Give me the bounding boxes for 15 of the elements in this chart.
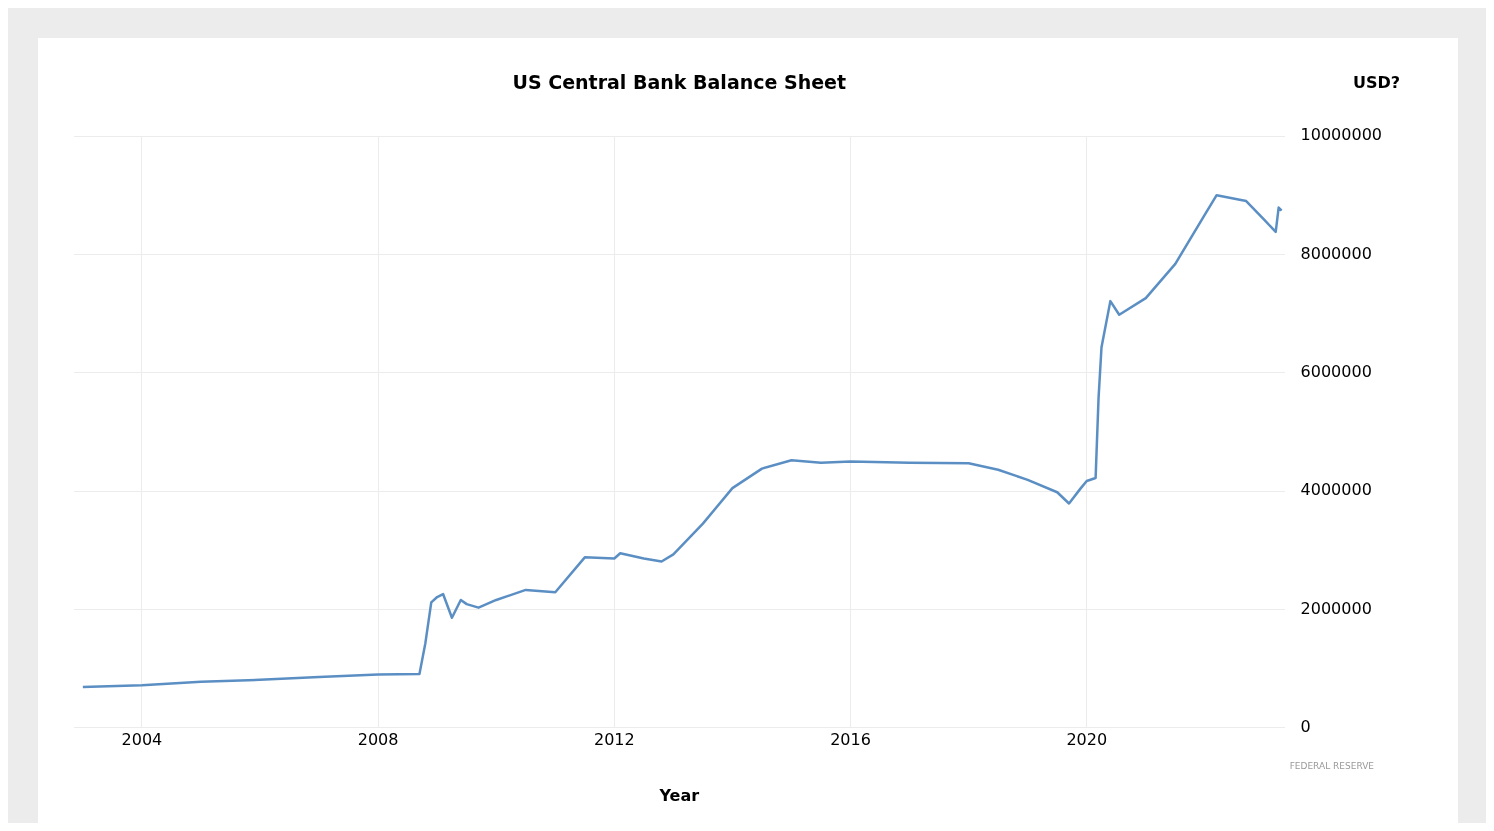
y-tick-label: 6000000 [1300,361,1372,381]
x-tick-label: 2012 [593,729,635,749]
y-axis-title: USD? [1352,73,1400,93]
text: FEDERAL RESERVE [1289,761,1375,772]
x-tick-label: 2020 [1066,729,1108,749]
x-axis-title: Year [658,786,700,806]
x-tick-label: 2008 [357,729,399,749]
y-tick-label: 2000000 [1300,598,1372,618]
y-tick-label: 10000000 [1300,125,1382,145]
x-tick-label: 2004 [121,729,163,749]
x-tick-label: 2016 [830,729,871,749]
chart-title: US Central Bank Balance Sheet [512,70,847,93]
y-tick-label: 4000000 [1300,480,1372,500]
y-tick-label: 0 [1300,716,1311,736]
y-tick-label: 8000000 [1300,243,1372,263]
